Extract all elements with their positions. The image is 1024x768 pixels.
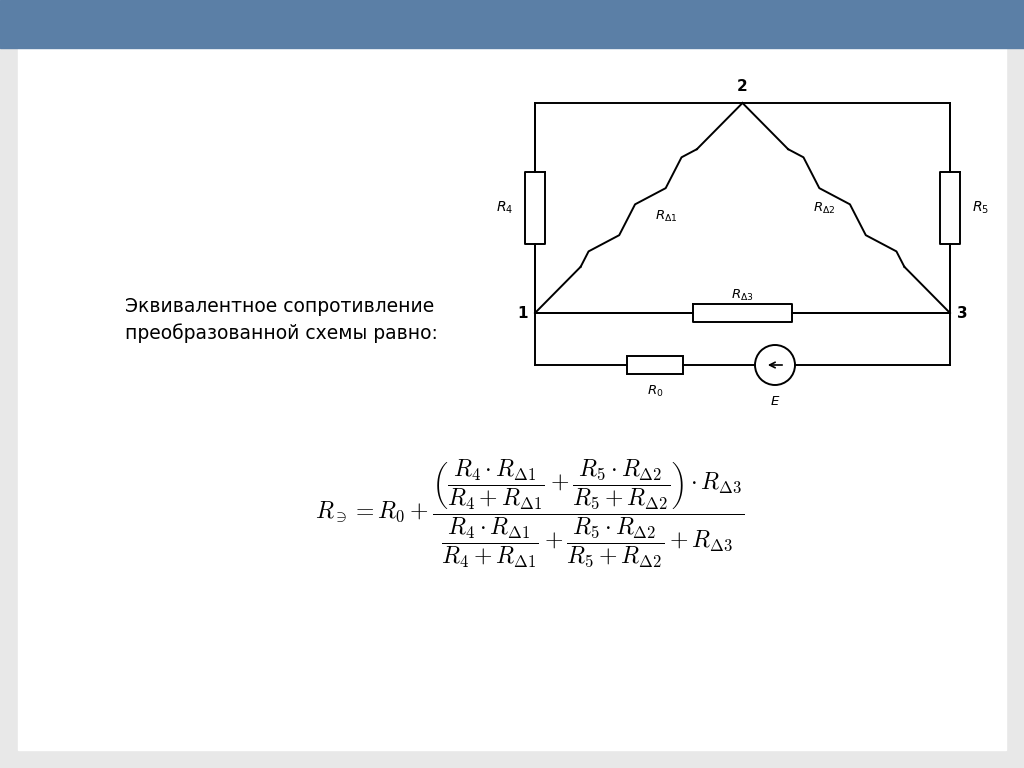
Circle shape <box>755 345 795 385</box>
Polygon shape <box>692 304 793 322</box>
Text: $R_{\Delta2}$: $R_{\Delta2}$ <box>813 200 836 216</box>
Bar <box>0 0 1024 48</box>
Text: $R_4$: $R_4$ <box>496 200 513 217</box>
Text: $R_{\mathsf{\ni}} = R_0 + \dfrac{\left(\dfrac{R_4 \cdot R_{\Delta 1}}{R_4 + R_{\: $R_{\mathsf{\ni}} = R_0 + \dfrac{\left(\… <box>315 457 744 569</box>
Text: преобразованной схемы равно:: преобразованной схемы равно: <box>125 323 438 343</box>
Text: $R_0$: $R_0$ <box>647 384 664 399</box>
Text: $R_5$: $R_5$ <box>972 200 989 217</box>
Text: 2: 2 <box>737 79 748 94</box>
Text: $E$: $E$ <box>770 395 780 408</box>
Polygon shape <box>525 172 545 243</box>
Text: 1: 1 <box>517 306 528 320</box>
Text: $R_{\Delta3}$: $R_{\Delta3}$ <box>731 287 754 303</box>
Text: $R_{\Delta1}$: $R_{\Delta1}$ <box>655 208 678 223</box>
Text: Эквивалентное сопротивление: Эквивалентное сопротивление <box>125 296 434 316</box>
Bar <box>627 356 683 374</box>
Bar <box>535 103 950 313</box>
Text: 3: 3 <box>957 306 968 320</box>
Polygon shape <box>940 172 961 243</box>
